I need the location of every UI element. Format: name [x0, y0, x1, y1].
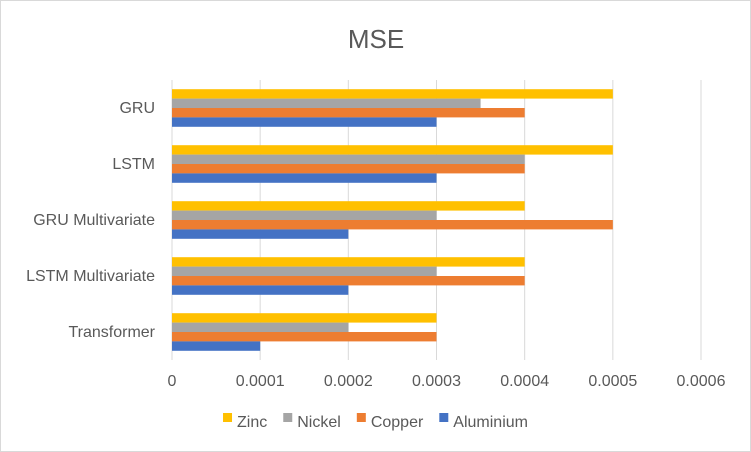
bar-aluminium-1 — [172, 117, 437, 127]
bar-nickel-4 — [172, 266, 437, 276]
bars-layer — [172, 89, 613, 351]
legend-label: Nickel — [297, 414, 341, 431]
legend-item-aluminium: Aluminium — [439, 413, 528, 431]
bar-zinc-4 — [172, 257, 525, 267]
category-labels: GRU LSTM GRU Multivariate LSTM Multivariate… — [26, 100, 156, 341]
category-label: GRU — [119, 100, 155, 117]
bar-aluminium-5 — [172, 341, 261, 351]
x-tick-label: 0.0006 — [677, 373, 726, 390]
bar-copper-5 — [172, 332, 437, 342]
x-axis-tick-labels: 0 0.0001 0.0002 0.0003 0.0004 0.0005 0.0006 — [168, 373, 726, 390]
bar-nickel-3 — [172, 210, 437, 220]
bar-zinc-2 — [172, 145, 613, 155]
legend-swatch — [439, 413, 449, 422]
category-label: GRU Multivariate — [33, 212, 155, 229]
bar-zinc-5 — [172, 313, 437, 323]
legend-item-nickel: Nickel — [283, 413, 341, 431]
category-label: LSTM — [112, 156, 155, 173]
legend: Zinc Nickel Copper Aluminium — [223, 413, 528, 431]
legend-label: Aluminium — [453, 414, 528, 431]
x-tick-label: 0.0004 — [500, 373, 549, 390]
bar-nickel-5 — [172, 322, 349, 332]
legend-item-copper: Copper — [356, 413, 424, 431]
category-label: Transformer — [68, 324, 155, 341]
x-tick-label: 0.0001 — [236, 373, 285, 390]
x-tick-label: 0 — [168, 373, 177, 390]
bar-zinc-1 — [172, 89, 613, 99]
bar-copper-3 — [172, 220, 613, 230]
legend-swatch — [283, 413, 293, 422]
bar-aluminium-2 — [172, 173, 437, 183]
bar-zinc-3 — [172, 201, 525, 211]
legend-label: Zinc — [237, 414, 267, 431]
bar-aluminium-3 — [172, 229, 349, 239]
bar-copper-2 — [172, 164, 525, 174]
bar-nickel-1 — [172, 98, 481, 108]
x-tick-label: 0.0005 — [588, 373, 637, 390]
legend-label: Copper — [371, 414, 424, 431]
bar-copper-1 — [172, 108, 525, 118]
chart-title: MSE — [348, 24, 404, 54]
bar-aluminium-4 — [172, 285, 349, 295]
legend-swatch — [356, 413, 366, 422]
legend-item-zinc: Zinc — [223, 413, 267, 431]
x-tick-label: 0.0003 — [412, 373, 461, 390]
legend-swatch — [223, 413, 233, 422]
bar-nickel-2 — [172, 154, 525, 164]
category-label: LSTM Multivariate — [26, 268, 155, 285]
bar-copper-4 — [172, 276, 525, 286]
x-tick-label: 0.0002 — [324, 373, 373, 390]
